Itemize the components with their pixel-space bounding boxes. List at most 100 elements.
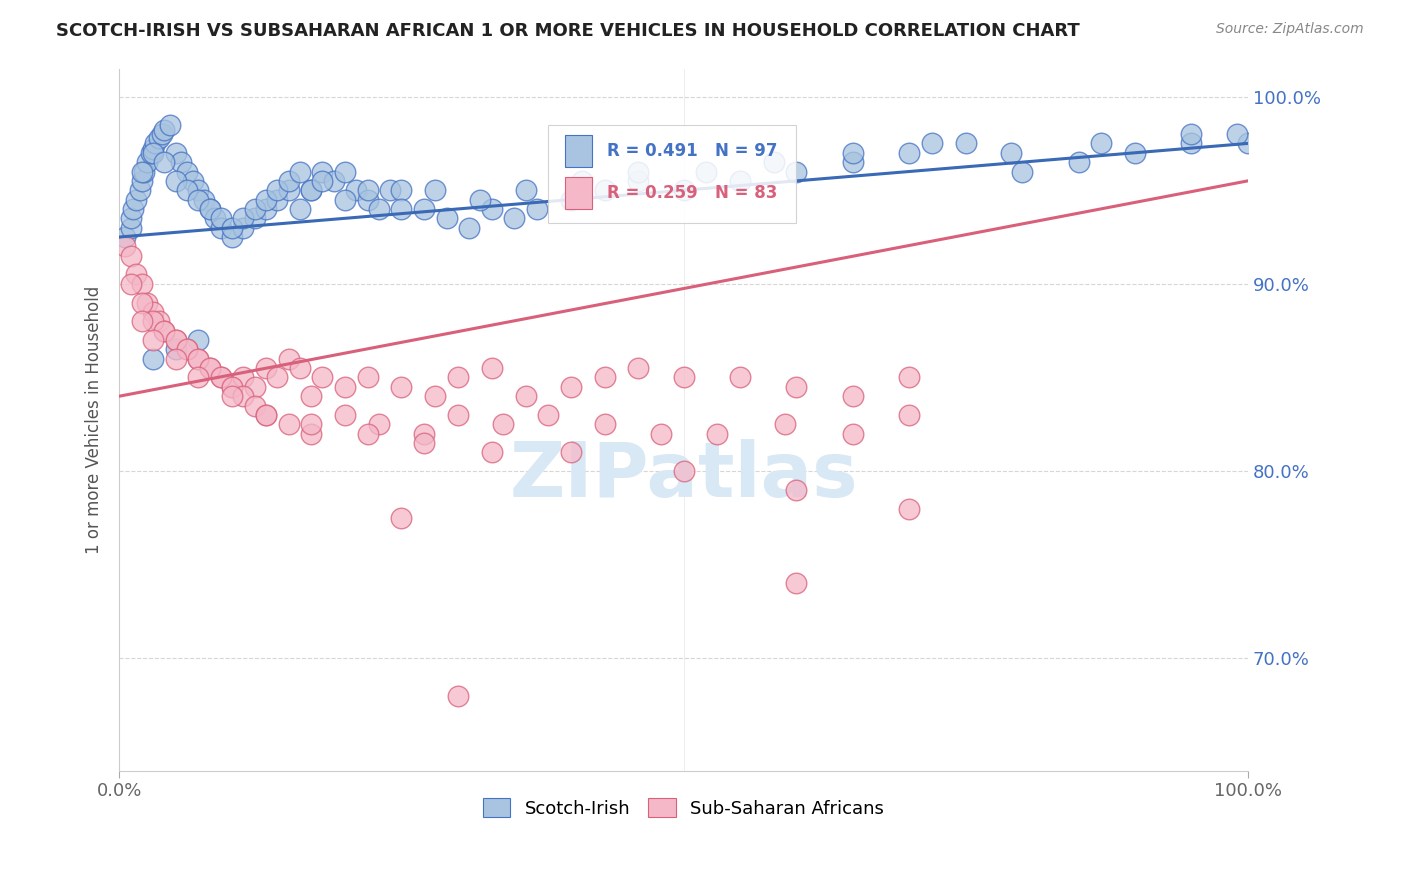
Point bbox=[254, 408, 277, 422]
Point bbox=[898, 501, 921, 516]
Point bbox=[436, 211, 458, 226]
Point bbox=[593, 370, 616, 384]
Point bbox=[842, 145, 865, 160]
Point bbox=[571, 174, 593, 188]
Point bbox=[299, 417, 322, 432]
Point bbox=[254, 408, 277, 422]
Point bbox=[356, 370, 378, 384]
Point bbox=[232, 211, 254, 226]
Point bbox=[413, 426, 436, 441]
Point bbox=[176, 183, 198, 197]
Point bbox=[322, 174, 344, 188]
Point bbox=[299, 183, 322, 197]
Point bbox=[209, 370, 232, 384]
Point bbox=[842, 155, 865, 169]
Text: Source: ZipAtlas.com: Source: ZipAtlas.com bbox=[1216, 22, 1364, 37]
Point bbox=[187, 351, 209, 366]
Point bbox=[288, 164, 311, 178]
Point bbox=[515, 183, 537, 197]
Point bbox=[1011, 164, 1033, 178]
Point bbox=[153, 155, 176, 169]
Point bbox=[593, 417, 616, 432]
Point bbox=[131, 314, 153, 328]
Legend: Scotch-Irish, Sub-Saharan Africans: Scotch-Irish, Sub-Saharan Africans bbox=[477, 791, 891, 825]
Point bbox=[120, 220, 142, 235]
Point bbox=[299, 426, 322, 441]
Point bbox=[153, 324, 176, 338]
Point bbox=[153, 324, 176, 338]
Point bbox=[391, 183, 413, 197]
Text: ZIPatlas: ZIPatlas bbox=[509, 439, 858, 513]
Point bbox=[1067, 155, 1090, 169]
Point bbox=[277, 351, 299, 366]
Point bbox=[356, 193, 378, 207]
Point bbox=[120, 211, 142, 226]
Point bbox=[333, 164, 356, 178]
Point bbox=[378, 183, 401, 197]
Point bbox=[165, 351, 187, 366]
Point bbox=[209, 220, 232, 235]
Point bbox=[221, 380, 243, 394]
Point bbox=[131, 295, 153, 310]
Point bbox=[627, 164, 650, 178]
Point bbox=[148, 130, 170, 145]
Point bbox=[153, 123, 176, 137]
Point bbox=[785, 164, 807, 178]
Point bbox=[232, 389, 254, 403]
Point bbox=[1123, 145, 1146, 160]
Point bbox=[773, 417, 796, 432]
Point bbox=[125, 193, 148, 207]
Point bbox=[125, 268, 148, 282]
Point bbox=[142, 351, 165, 366]
Point bbox=[898, 408, 921, 422]
Point bbox=[299, 183, 322, 197]
Point bbox=[170, 155, 193, 169]
Point bbox=[391, 511, 413, 525]
Point bbox=[243, 202, 266, 216]
Point bbox=[221, 380, 243, 394]
Point bbox=[593, 183, 616, 197]
Point bbox=[114, 239, 136, 253]
Point bbox=[176, 343, 198, 357]
Point bbox=[181, 174, 204, 188]
Text: R = 0.491   N = 97: R = 0.491 N = 97 bbox=[607, 142, 778, 160]
Point bbox=[165, 343, 187, 357]
Point bbox=[131, 164, 153, 178]
Point bbox=[842, 389, 865, 403]
Point bbox=[204, 211, 226, 226]
Point bbox=[367, 202, 389, 216]
Point bbox=[1180, 127, 1202, 141]
Point bbox=[165, 333, 187, 347]
Point bbox=[367, 417, 389, 432]
Point bbox=[695, 164, 717, 178]
Point bbox=[356, 183, 378, 197]
Point bbox=[391, 202, 413, 216]
Point bbox=[187, 193, 209, 207]
Point bbox=[842, 426, 865, 441]
Bar bbox=[565, 178, 592, 209]
Point bbox=[447, 689, 470, 703]
Point bbox=[128, 183, 150, 197]
Point bbox=[176, 343, 198, 357]
Point bbox=[311, 174, 333, 188]
Point bbox=[132, 164, 155, 178]
Point bbox=[333, 408, 356, 422]
Point bbox=[762, 155, 785, 169]
Point bbox=[1237, 136, 1260, 151]
Point bbox=[243, 399, 266, 413]
Point bbox=[142, 142, 165, 156]
Point bbox=[142, 314, 165, 328]
Point bbox=[526, 202, 548, 216]
Point bbox=[165, 333, 187, 347]
Point bbox=[266, 370, 288, 384]
Point bbox=[232, 220, 254, 235]
Point bbox=[447, 370, 470, 384]
Point bbox=[481, 445, 503, 459]
Point bbox=[391, 380, 413, 394]
Point bbox=[344, 183, 367, 197]
Point bbox=[333, 193, 356, 207]
Point bbox=[131, 174, 153, 188]
Point bbox=[447, 408, 470, 422]
Point bbox=[187, 370, 209, 384]
Point bbox=[537, 408, 560, 422]
